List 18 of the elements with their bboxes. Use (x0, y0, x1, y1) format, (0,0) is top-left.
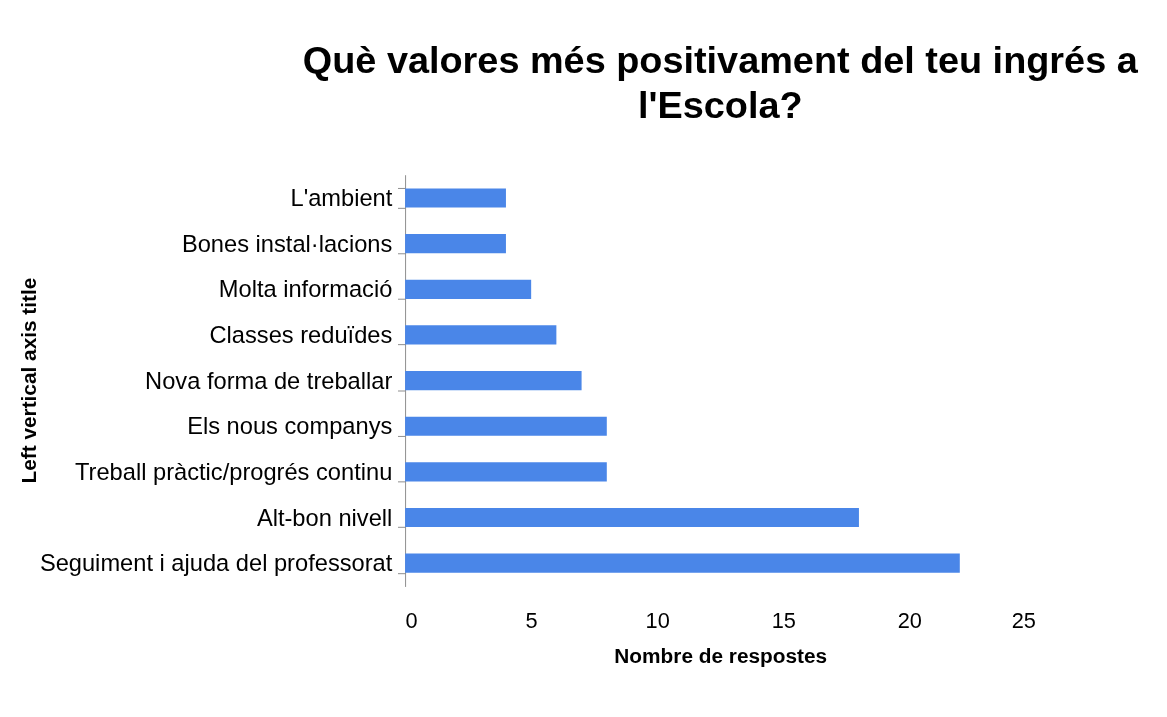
x-tick-label: 0 (405, 607, 418, 633)
y-tick-label: Nova forma de treballar (145, 367, 393, 394)
x-tick-label: 10 (645, 607, 670, 633)
y-tick-label: Molta informació (218, 276, 393, 303)
y-tick-label: Seguiment i ajuda del professorat (39, 550, 393, 577)
y-tick-label: Classes reduïdes (209, 322, 393, 348)
chart-title: Què valores més positivament del teu ingrés a l'Escola? (302, 38, 1139, 126)
y-tick-label: L'ambient (290, 185, 393, 212)
y-tick-label: Els nous companys (187, 413, 393, 440)
y-tick-label: Treball pràctic/progrés continu (74, 458, 393, 485)
y-tick-label: Alt-bon nivell (256, 504, 393, 531)
x-tick-label: 20 (897, 607, 922, 633)
x-tick-label: 25 (1011, 607, 1036, 633)
y-tick-label: Bones instal·lacions (181, 230, 393, 257)
x-tick-label: 5 (525, 607, 538, 633)
x-tick-label: 15 (771, 607, 796, 633)
x-axis-title: Nombre de respostes (614, 643, 828, 667)
y-axis-title: Left vertical axis title (17, 277, 41, 484)
